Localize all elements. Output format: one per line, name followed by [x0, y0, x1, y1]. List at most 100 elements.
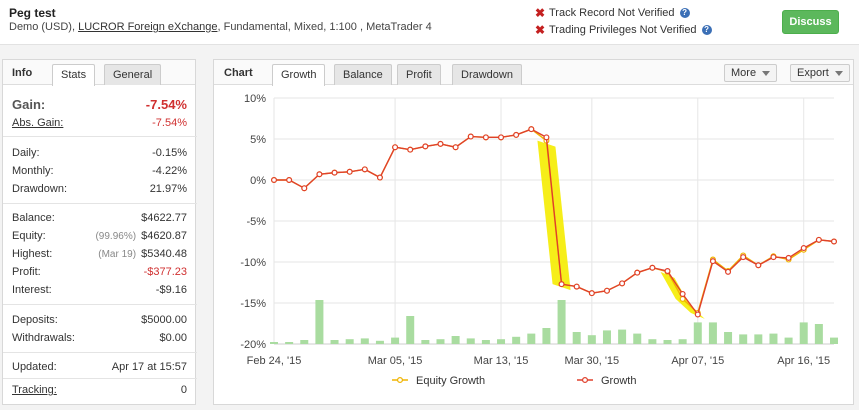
- export-dropdown[interactable]: Export: [790, 64, 850, 82]
- x-tick-label: Apr 07, '15: [671, 355, 724, 367]
- data-point: [679, 290, 686, 297]
- data-point: [558, 281, 565, 288]
- data-point: [316, 171, 323, 178]
- daily-value: -0.15%: [152, 147, 187, 159]
- highest-value-group: (Mar 19) $5340.48: [98, 248, 187, 260]
- withdrawals-value: $0.00: [159, 332, 187, 344]
- bar: [421, 340, 430, 344]
- bar: [330, 340, 339, 344]
- abs-gain-label[interactable]: Abs. Gain:: [12, 117, 64, 129]
- bar: [830, 337, 838, 344]
- y-tick-label: -20%: [240, 339, 266, 351]
- bar: [406, 316, 415, 344]
- bar: [345, 339, 354, 344]
- more-label: More: [731, 67, 757, 79]
- account-details: , Fundamental, Mixed, 1:100 , MetaTrader…: [217, 21, 432, 33]
- bar: [391, 337, 400, 344]
- legend-label: Equity Growth: [416, 375, 485, 387]
- balance-label: Balance:: [12, 212, 55, 224]
- chart-panel: Chart Growth Balance Profit Drawdown Mor…: [213, 59, 854, 405]
- bar: [572, 332, 581, 344]
- bar: [360, 338, 369, 344]
- trading-privileges-status: ✖ Trading Privileges Not Verified ?: [535, 23, 712, 37]
- data-point: [725, 268, 732, 275]
- bar: [557, 300, 566, 344]
- data-point: [740, 254, 747, 261]
- y-tick-label: 0%: [250, 175, 266, 187]
- growth-chart: 10% 5% 0% -5% -10% -15% -20% Feb 24, '15 Mar 05…: [240, 93, 838, 387]
- account-title: Peg test: [9, 6, 56, 20]
- y-tick-label: -10%: [240, 257, 266, 269]
- divider: [3, 378, 197, 379]
- account-subline: Demo (USD), LUCROR Foreign eXchange, Fun…: [9, 21, 432, 33]
- track-record-status: ✖ Track Record Not Verified ?: [535, 6, 690, 20]
- tracking-label[interactable]: Tracking:: [12, 384, 57, 396]
- data-point: [286, 176, 293, 183]
- info-panel: Info Stats General Gain: -7.54% Abs. Gai…: [2, 59, 197, 405]
- account-header: Peg test Demo (USD), LUCROR Foreign eXch…: [0, 0, 859, 45]
- data-point: [376, 174, 383, 181]
- y-tick-label: 5%: [250, 134, 266, 146]
- highest-date: (Mar 19): [98, 249, 137, 260]
- data-point: [815, 236, 822, 243]
- data-point: [392, 144, 399, 151]
- interest-value: -$9.16: [155, 284, 187, 296]
- data-point: [437, 140, 444, 147]
- bar: [724, 332, 733, 344]
- data-point: [709, 258, 716, 265]
- cross-icon: ✖: [535, 23, 546, 37]
- bar: [466, 338, 475, 344]
- bar: [587, 335, 596, 344]
- gain-label: Gain:: [12, 97, 46, 112]
- tab-profit[interactable]: Profit: [397, 64, 441, 85]
- data-point: [331, 169, 338, 176]
- cross-icon: ✖: [535, 6, 546, 20]
- info-tabs: Info Stats General: [3, 60, 195, 86]
- data-point: [543, 134, 550, 141]
- drawdown-label: Drawdown:: [12, 183, 68, 195]
- drawdown-highlight: [537, 140, 705, 319]
- help-icon[interactable]: ?: [679, 8, 690, 18]
- equity-label: Equity:: [12, 230, 46, 242]
- tracking-value: 0: [180, 384, 187, 396]
- data-point: [603, 287, 610, 294]
- broker-link[interactable]: LUCROR Foreign eXchange: [78, 21, 218, 33]
- account-type: Demo (USD),: [9, 21, 76, 33]
- trading-privileges-label: Trading Privileges Not Verified: [549, 24, 697, 36]
- data-point: [588, 290, 595, 297]
- data-point: [422, 143, 429, 150]
- bar: [527, 333, 536, 344]
- data-point: [619, 280, 626, 287]
- balance-value: $4622.77: [141, 212, 187, 224]
- bar: [663, 340, 672, 344]
- data-point: [770, 254, 777, 261]
- tab-balance[interactable]: Balance: [334, 64, 392, 85]
- help-icon[interactable]: ?: [701, 25, 712, 35]
- chevron-down-icon: [762, 70, 771, 76]
- tab-general[interactable]: General: [104, 64, 162, 85]
- legend-marker: [397, 377, 404, 384]
- bar: [300, 340, 309, 344]
- legend-label: Growth: [601, 375, 636, 387]
- x-tick-label: Feb 24, '15: [247, 355, 302, 367]
- bar: [784, 337, 793, 344]
- legend-marker: [582, 377, 589, 384]
- data-point: [361, 166, 368, 173]
- tab-growth[interactable]: Growth: [272, 64, 326, 86]
- tab-drawdown[interactable]: Drawdown: [452, 64, 522, 85]
- divider: [3, 304, 197, 305]
- bar: [739, 334, 748, 344]
- drawdown-value: 21.97%: [149, 183, 187, 195]
- updated-value: Apr 17 at 15:57: [111, 361, 187, 373]
- discuss-button[interactable]: Discuss: [782, 10, 839, 34]
- equity-value: $4620.87: [141, 230, 187, 242]
- tab-stats[interactable]: Stats: [52, 64, 96, 86]
- data-point: [301, 185, 308, 192]
- profit-label: Profit:: [12, 266, 41, 278]
- bar: [512, 336, 521, 344]
- bar: [799, 322, 808, 344]
- more-dropdown[interactable]: More: [724, 64, 778, 82]
- bar: [678, 339, 687, 344]
- chart-legend: Equity Growth Growth: [392, 375, 636, 387]
- deposits-value: $5000.00: [141, 314, 187, 326]
